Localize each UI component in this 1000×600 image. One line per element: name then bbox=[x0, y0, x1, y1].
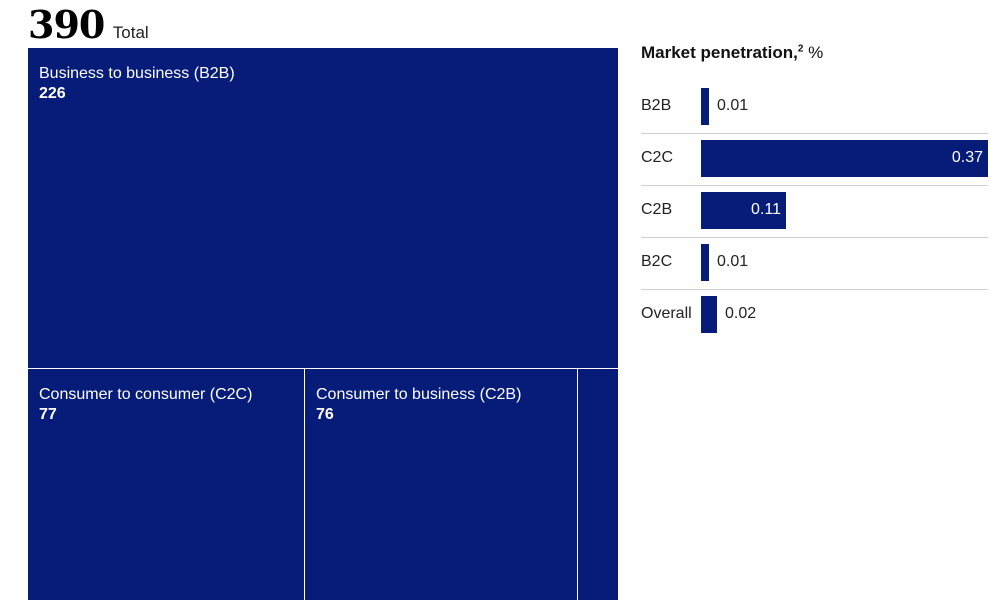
penetration-title-unit: % bbox=[808, 43, 824, 62]
bar-category-label: B2B bbox=[641, 97, 672, 114]
bar-category-label: B2C bbox=[641, 253, 673, 270]
treemap-tile-b2b[interactable]: Business to business (B2B) 226 bbox=[28, 48, 618, 368]
treemap-tile-label: Consumer to business (C2B) bbox=[316, 386, 522, 403]
row-divider bbox=[641, 133, 988, 134]
bar-row-overall: Overall 0.02 bbox=[641, 289, 988, 341]
row-divider bbox=[641, 185, 988, 186]
bar-value-label: 0.11 bbox=[751, 201, 781, 218]
treemap-tile-label: Business to business (B2B) bbox=[39, 65, 235, 82]
treemap-tile-label: Consumer to consumer (C2C) bbox=[39, 386, 253, 403]
row-divider bbox=[641, 289, 988, 290]
bar-c2b[interactable] bbox=[701, 192, 786, 229]
total-summary: 390 Total bbox=[28, 2, 149, 47]
penetration-title-text: Market penetration, bbox=[641, 43, 798, 62]
total-label: Total bbox=[112, 23, 149, 42]
bar-row-b2c: B2C 0.01 bbox=[641, 237, 988, 290]
bar-category-label: C2B bbox=[641, 201, 673, 218]
bar-b2b[interactable] bbox=[701, 88, 709, 125]
bar-category-label: C2C bbox=[641, 149, 674, 166]
bar-value-label: 0.02 bbox=[725, 305, 757, 322]
treemap-tile-c2b[interactable]: Consumer to business (C2B) 76 bbox=[305, 369, 577, 600]
total-value: 390 bbox=[28, 2, 105, 47]
bar-category-label: Overall bbox=[641, 305, 692, 322]
bar-row-b2b: B2B 0.01 bbox=[641, 81, 988, 134]
penetration-title-footnote: 2 bbox=[797, 43, 804, 55]
treemap-tile-value: 226 bbox=[39, 85, 66, 102]
treemap-tile-value: 77 bbox=[39, 406, 57, 423]
bar-overall[interactable] bbox=[701, 296, 717, 333]
penetration-chart-title: Market penetration,2 % bbox=[641, 43, 823, 63]
treemap-tile-b2c[interactable] bbox=[578, 369, 618, 600]
bar-value-label: 0.37 bbox=[951, 149, 983, 166]
row-divider bbox=[641, 237, 988, 238]
bar-value-label: 0.01 bbox=[717, 97, 749, 114]
bar-c2c[interactable] bbox=[701, 140, 988, 177]
bar-row-c2b: C2B 0.11 bbox=[641, 185, 988, 238]
treemap-tile-value: 76 bbox=[316, 406, 334, 423]
bar-b2c[interactable] bbox=[701, 244, 709, 281]
treemap-chart: Business to business (B2B) 226 Consumer … bbox=[28, 48, 618, 600]
bar-row-c2c: C2C 0.37 bbox=[641, 133, 988, 186]
treemap-tile-c2c[interactable]: Consumer to consumer (C2C) 77 bbox=[28, 369, 304, 600]
bar-value-label: 0.01 bbox=[717, 253, 749, 270]
